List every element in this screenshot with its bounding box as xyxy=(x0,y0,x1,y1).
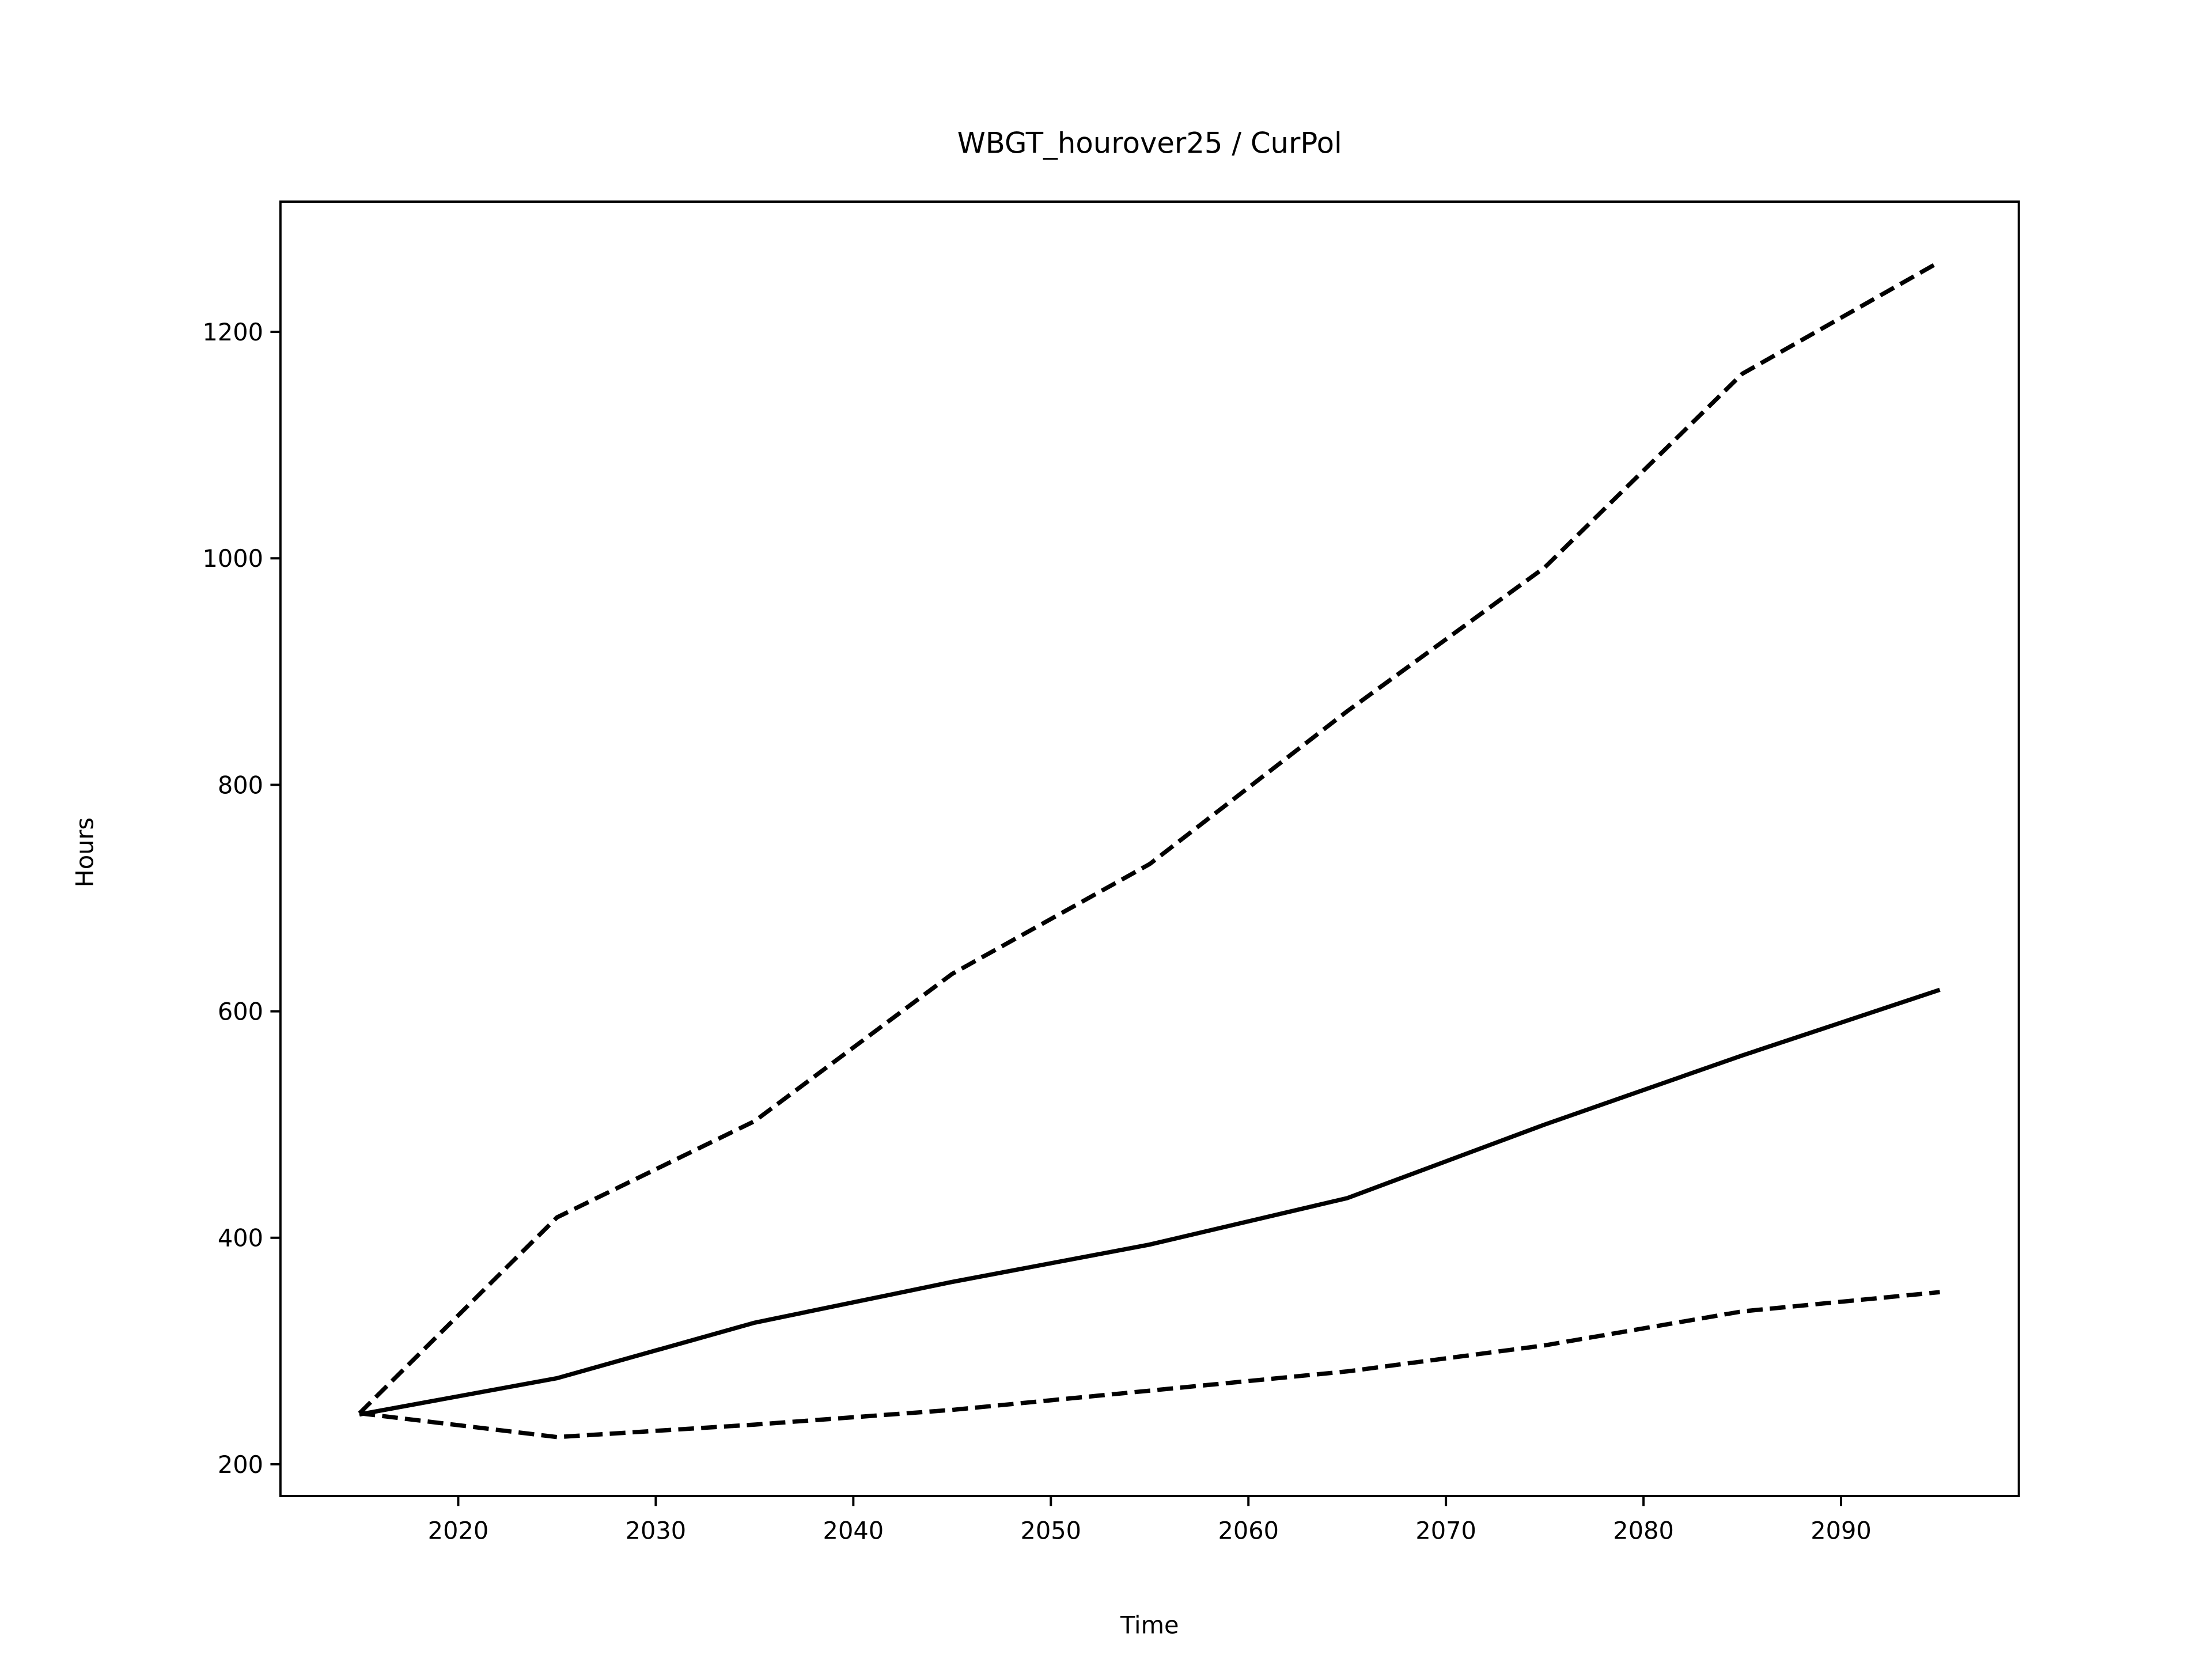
y-tick-label: 800 xyxy=(218,771,263,799)
y-tick-label: 600 xyxy=(218,998,263,1026)
x-tick-label: 2040 xyxy=(823,1517,884,1544)
x-tick-label: 2020 xyxy=(428,1517,489,1544)
x-tick-label: 2030 xyxy=(626,1517,687,1544)
y-tick-label: 400 xyxy=(218,1225,263,1252)
chart-title: WBGT_hourover25 / CurPol xyxy=(957,127,1342,160)
y-tick-label: 200 xyxy=(218,1451,263,1479)
line-series xyxy=(358,260,1941,1415)
x-tick-label: 2090 xyxy=(1810,1517,1872,1544)
y-axis-label: Hours xyxy=(71,817,99,887)
line-series xyxy=(359,987,1941,1417)
x-tick-label: 2080 xyxy=(1613,1517,1674,1544)
x-tick-label: 2060 xyxy=(1218,1517,1279,1544)
y-tick-label: 1200 xyxy=(202,319,263,346)
x-tick-label: 2070 xyxy=(1415,1517,1476,1544)
plot-frame xyxy=(279,200,2020,1497)
x-axis-label: Time xyxy=(1120,1611,1179,1639)
y-tick-label: 1000 xyxy=(202,545,263,573)
line-series xyxy=(359,1290,1940,1440)
x-tick-label: 2050 xyxy=(1021,1517,1082,1544)
